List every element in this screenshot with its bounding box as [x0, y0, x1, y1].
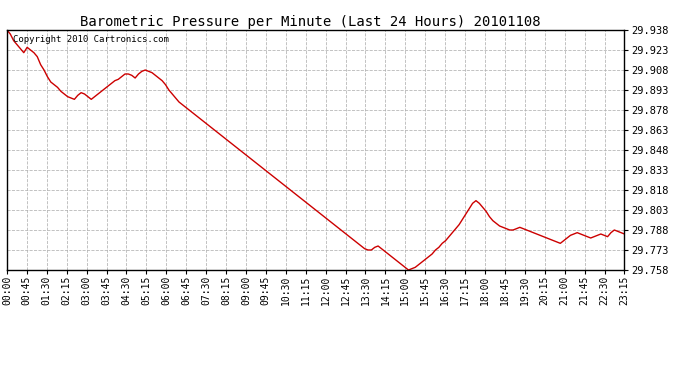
Text: Barometric Pressure per Minute (Last 24 Hours) 20101108: Barometric Pressure per Minute (Last 24 … [80, 15, 541, 29]
Text: Copyright 2010 Cartronics.com: Copyright 2010 Cartronics.com [13, 35, 169, 44]
